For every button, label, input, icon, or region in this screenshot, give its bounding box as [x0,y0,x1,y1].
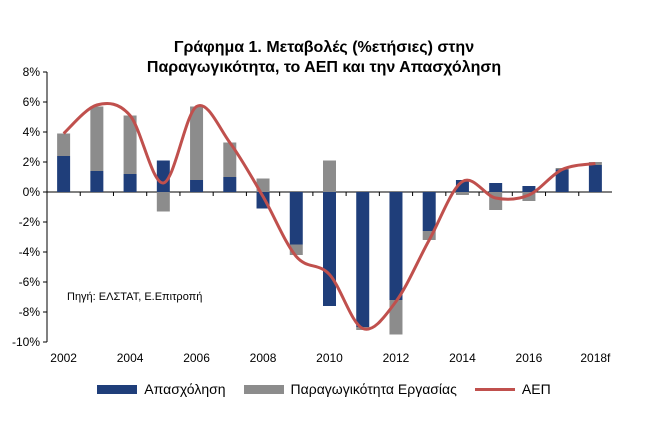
bar-productivity [190,106,204,180]
bar-productivity [323,160,336,192]
y-tick-label: 0% [23,185,41,199]
x-tick-label: 2014 [449,351,476,365]
bar-employment [522,186,536,192]
gdp-line [62,102,596,331]
x-tick-label: 2002 [50,351,77,365]
legend-label-employment: Απασχόληση [144,381,226,397]
x-tick-label: 2012 [383,351,410,365]
y-tick-label: 6% [23,95,41,109]
x-tick-label: 2008 [250,351,277,365]
y-tick-label: 8% [23,65,41,79]
legend-swatch-productivity [243,384,284,394]
y-axis: -10% -8% -6% -4% -2% 0% 2% 4% 6% 8% [12,65,48,349]
gdp-line-group [62,102,596,331]
y-tick-label: -4% [19,245,41,259]
y-tick-label: -2% [19,215,41,229]
y-tick-label: -8% [19,305,41,319]
y-tick-label: 2% [23,155,41,169]
x-tick-label: 2016 [516,351,543,365]
bar-employment [588,165,602,192]
chart-title-line-2: Παραγωγικότητα, το ΑΕΠ και την Απασχόλησ… [146,59,502,76]
y-tick-label: -6% [19,275,41,289]
y-tick-label: 4% [23,125,41,139]
x-tick-label: 2006 [183,351,210,365]
legend-item-productivity: Παραγωγικότητα Εργασίας [243,381,457,397]
bar-productivity [57,133,71,156]
bar-employment [389,192,403,300]
bar-productivity [422,231,436,240]
bar-employment [555,169,569,192]
bar-employment [190,180,204,192]
bar-productivity [123,115,137,174]
bar-employment [223,177,237,192]
bar-productivity [156,192,170,212]
bar-employment [323,192,336,306]
bar-productivity [90,106,104,171]
x-tick-label: 2004 [117,351,144,365]
bar-employment [422,192,436,231]
bar-employment [489,183,503,192]
bar-employment [90,171,104,192]
bar-employment [356,192,370,327]
bar-productivity [455,192,469,195]
y-tick-label: -10% [12,335,40,349]
legend-swatch-employment [97,384,138,394]
source-annotation: Πηγή: ΕΛΣΤΑΤ, Ε.Επιτροπή [67,291,202,303]
chart-title: Γράφημα 1. Μεταβολές (%ετήσιες) στην Παρ… [0,38,648,78]
bar-productivity [289,244,303,255]
legend-label-gdp: ΑΕΠ [521,381,551,397]
legend-item-gdp: ΑΕΠ [474,381,551,397]
bar-productivity [223,142,237,177]
legend-swatch-gdp [474,387,515,391]
bars [57,106,602,335]
bar-employment [289,192,303,245]
x-tick-label: 2010 [316,351,343,365]
bar-productivity [389,300,403,335]
bar-employment [57,156,71,192]
legend: Απασχόληση Παραγωγικότητα Εργασίας ΑΕΠ [0,381,648,397]
bar-employment [123,174,137,192]
bar-employment [156,160,170,192]
legend-item-employment: Απασχόληση [97,381,226,397]
legend-label-productivity: Παραγωγικότητα Εργασίας [290,381,457,397]
chart-title-line-1: Γράφημα 1. Μεταβολές (%ετήσιες) στην [173,39,475,56]
x-tick-label: 2018f [580,351,611,365]
chart-plot: -10% -8% -6% -4% -2% 0% 2% 4% 6% 8% 2002 2004 2006 2… [12,65,612,365]
